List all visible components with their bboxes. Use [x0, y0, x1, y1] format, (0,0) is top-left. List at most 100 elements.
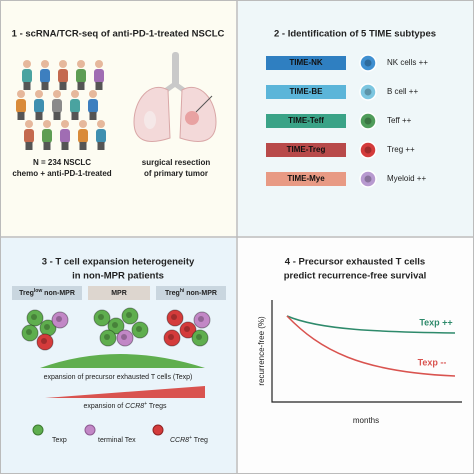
x-axis-label: months [353, 416, 379, 425]
person-body [52, 99, 62, 113]
group-box [156, 286, 226, 300]
legend-label: CCR8+ Treg [170, 435, 208, 444]
treg-text: CCR8 [125, 403, 144, 410]
person-head [97, 120, 105, 128]
group-label: non-MPR [184, 290, 217, 297]
person-body [22, 69, 32, 83]
cell-nucleus [104, 334, 110, 340]
group-label: Treg [165, 290, 180, 297]
cell-label: B cell ++ [387, 87, 418, 96]
person-head [41, 60, 49, 68]
cell-nucleus [26, 329, 32, 335]
person-legs [59, 82, 67, 90]
legend-label: CCR8 [170, 437, 189, 444]
legend-icon [32, 424, 44, 436]
person-body [58, 69, 68, 83]
cell-nucleus [56, 316, 62, 322]
subtype-bar [266, 143, 346, 157]
cell-nucleus [171, 314, 177, 320]
panel-title: 2 - Identification of 5 TIME subtypes [274, 29, 436, 40]
person-legs [17, 112, 25, 120]
person-legs [23, 82, 31, 90]
group-box [88, 286, 150, 300]
cell-nucleus [196, 334, 202, 340]
panel-title: 3 - T cell expansion heterogeneity [42, 257, 195, 268]
cell [121, 307, 139, 325]
group-label: Treg [19, 290, 34, 297]
group-box [12, 286, 82, 300]
subtype-name: TIME-Teff [288, 116, 324, 125]
cell-icon [359, 54, 377, 72]
high-label: Texp ++ [419, 317, 452, 327]
subtype-name: TIME-NK [289, 58, 323, 67]
subtype-bar [266, 172, 346, 186]
cell-label: Teff ++ [387, 116, 412, 125]
person-body [34, 99, 44, 113]
person-legs [25, 142, 33, 150]
subtype-name: TIME-Mye [287, 174, 325, 183]
axes [271, 300, 462, 403]
texp-wedge [40, 354, 205, 368]
cell-nucleus [364, 146, 372, 154]
cell-label: Myeloid ++ [387, 174, 426, 183]
person-head [17, 90, 25, 98]
cell-nucleus [364, 59, 372, 67]
texp-text: expansion of precursor exhausted T cells… [44, 374, 193, 381]
sample-text: surgical resection [142, 158, 211, 167]
cell-nucleus [198, 316, 204, 322]
person-legs [95, 82, 103, 90]
cell [51, 311, 69, 329]
subtype-bar [266, 56, 346, 70]
cell-nucleus [98, 314, 104, 320]
person-legs [89, 112, 97, 120]
person-head [59, 60, 67, 68]
person-body [76, 69, 86, 83]
treg-text-sup: + [144, 401, 147, 407]
person-legs [77, 82, 85, 90]
person-legs [35, 112, 43, 120]
cell-nucleus [126, 312, 132, 318]
cell-label: Treg ++ [387, 145, 415, 154]
treg-text: expansion of [83, 403, 125, 410]
high-curve [286, 315, 456, 334]
legend-label: terminal Tex [98, 437, 136, 444]
person-body [16, 99, 26, 113]
person-head [23, 60, 31, 68]
person-head [95, 60, 103, 68]
cell-nucleus [364, 175, 372, 183]
panel-title: predict recurrence-free survival [284, 271, 427, 282]
cell [116, 329, 134, 347]
cell [191, 329, 209, 347]
panel-title: in non-MPR patients [72, 271, 164, 282]
low-curve [286, 315, 456, 377]
cell [99, 329, 117, 347]
cell-clusters [21, 307, 211, 351]
treg-wedge [45, 386, 205, 398]
cell-nucleus [121, 334, 127, 340]
person-body [94, 69, 104, 83]
person-legs [43, 142, 51, 150]
cell-nucleus [184, 326, 190, 332]
cell [166, 309, 184, 327]
legend-icon [84, 424, 96, 436]
legend-icon [152, 424, 164, 436]
person-legs [41, 82, 49, 90]
person-legs [97, 142, 105, 150]
lung-icon [133, 52, 217, 142]
person-body [42, 129, 52, 143]
cell [107, 317, 125, 335]
person-head [61, 120, 69, 128]
cohort-text: chemo + anti-PD-1-treated [12, 169, 111, 178]
cell-nucleus [31, 314, 37, 320]
person-head [89, 90, 97, 98]
group-label: Treghi non-MPR [165, 288, 217, 297]
group-label: Treglow non-MPR [19, 288, 75, 297]
person-head [53, 90, 61, 98]
subtype-name: TIME-Treg [287, 145, 326, 154]
panel-title: 4 - Precursor exhausted T cells [285, 257, 425, 268]
person-head [25, 120, 33, 128]
treg-text: Tregs [147, 403, 167, 410]
sample-text: of primary tumor [144, 169, 208, 178]
cell-label: NK cells ++ [387, 58, 428, 67]
